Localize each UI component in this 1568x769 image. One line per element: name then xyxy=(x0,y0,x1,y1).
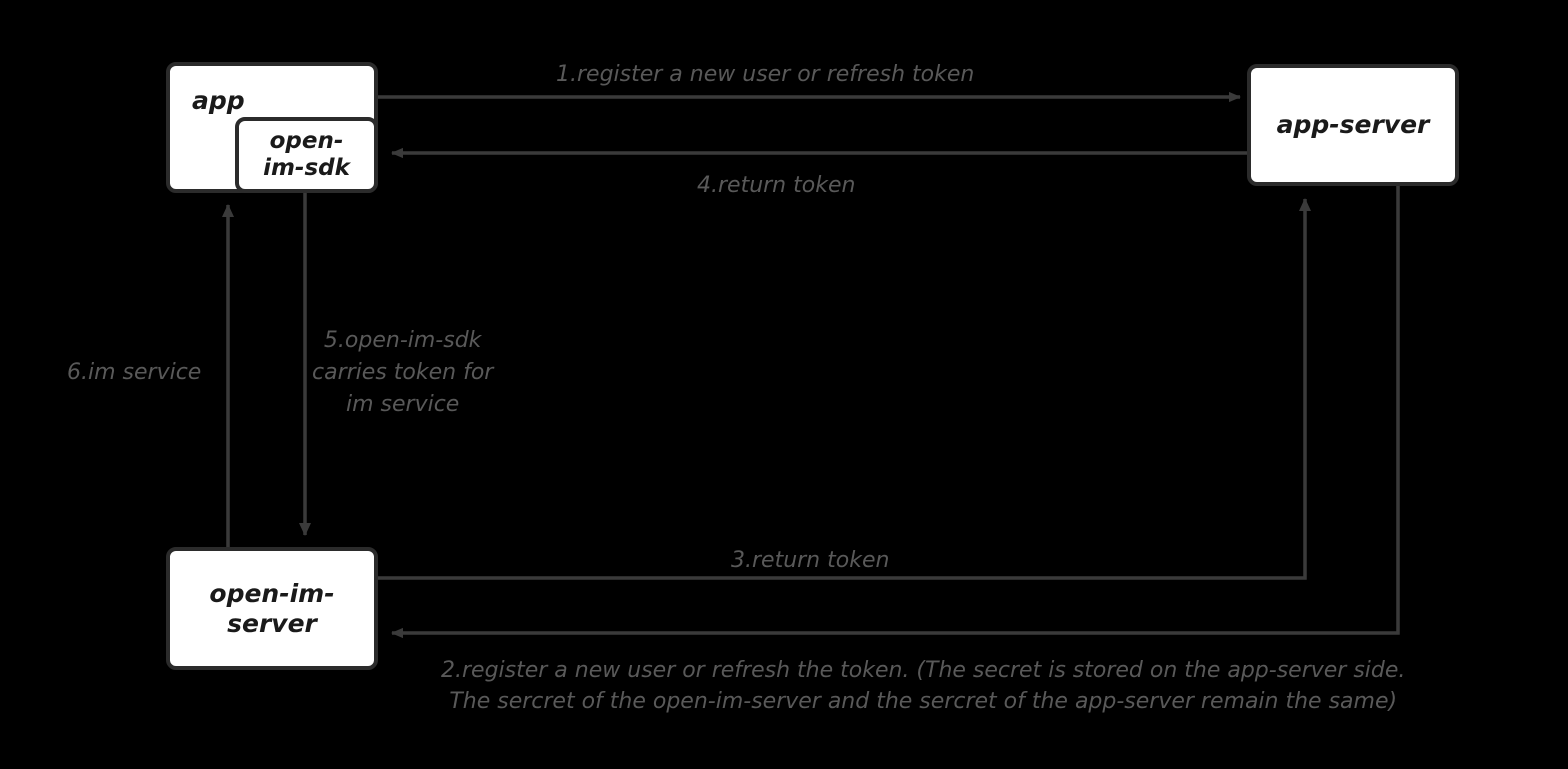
node-open-im-server-label: open-im- server xyxy=(209,579,335,638)
edge-3-line xyxy=(378,198,1311,580)
edge-label-6: 6.im service xyxy=(67,360,202,385)
node-open-im-sdk-label: open- im-sdk xyxy=(263,127,350,181)
node-app-server[interactable]: app-server xyxy=(1247,64,1459,186)
node-app-label: app xyxy=(192,86,245,115)
edge-label-5: 5.open-im-sdk carries token for im servi… xyxy=(312,328,494,417)
edge-label-2: 2.register a new user or refresh the tok… xyxy=(441,658,1406,715)
edge-label-4: 4.return token xyxy=(697,173,856,198)
node-open-im-server[interactable]: open-im- server xyxy=(166,547,378,670)
edge-label-3: 3.return token xyxy=(731,548,890,573)
edge-label-1: 1.register a new user or refresh token xyxy=(556,62,975,87)
node-app-server-label: app-server xyxy=(1276,110,1430,140)
node-open-im-sdk[interactable]: open- im-sdk xyxy=(235,117,378,193)
edge-2-line xyxy=(391,186,1400,639)
